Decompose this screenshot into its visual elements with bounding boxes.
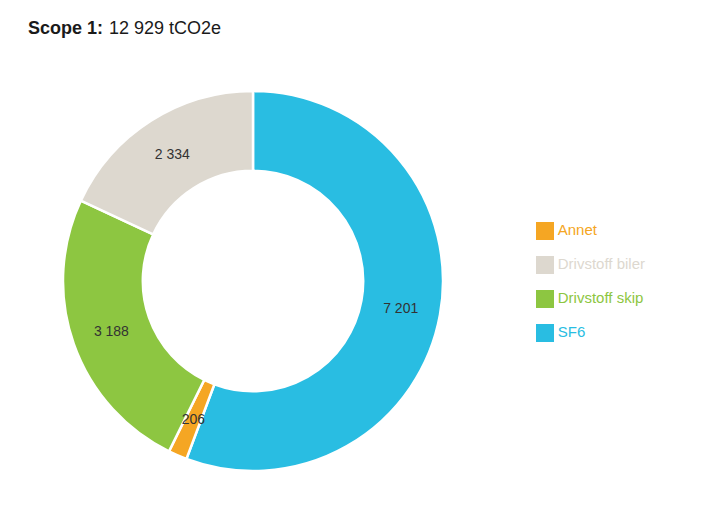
html-text:SF6: SF6 bbox=[557, 323, 586, 340]
svg-text:2 334: 2 334 bbox=[155, 146, 190, 162]
html-text:Drivstoff skip: Drivstoff skip bbox=[557, 289, 644, 306]
svg-text:206: 206 bbox=[182, 411, 206, 427]
html-text:Drivstoff biler: Drivstoff biler bbox=[557, 255, 645, 272]
html-text:Scope 1: 12 929 tCO2e: Scope 1: 12 929 tCO2e bbox=[28, 17, 222, 38]
html-text:Annet: Annet bbox=[557, 221, 597, 238]
svg-text:3 188: 3 188 bbox=[94, 323, 129, 339]
svg-text:7 201: 7 201 bbox=[383, 300, 418, 316]
